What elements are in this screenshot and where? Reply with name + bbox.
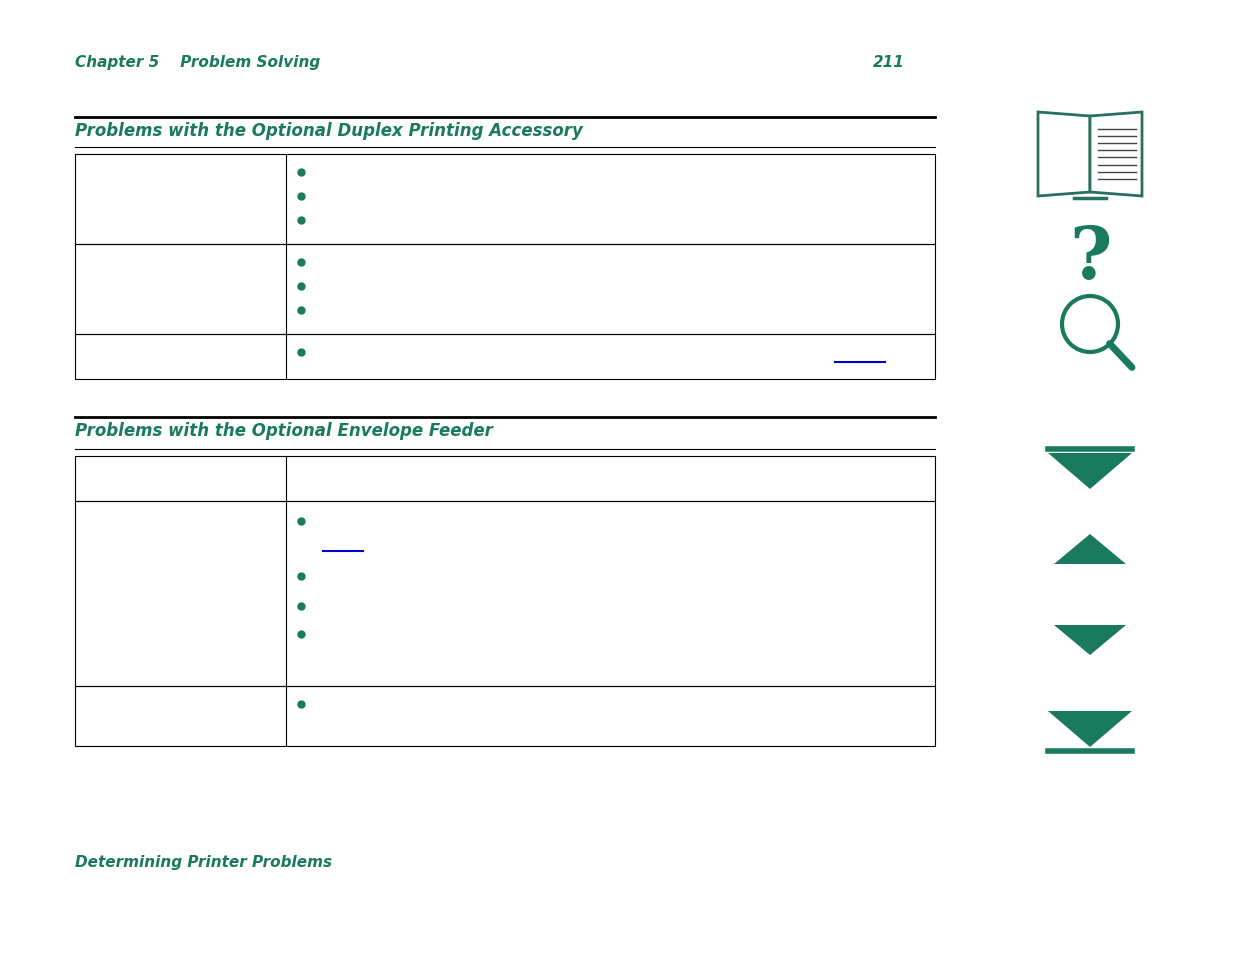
Polygon shape (1091, 112, 1142, 196)
Text: Determining Printer Problems: Determining Printer Problems (75, 854, 332, 869)
Text: 211: 211 (873, 55, 905, 70)
Text: Problems with the Optional Envelope Feeder: Problems with the Optional Envelope Feed… (75, 421, 493, 439)
Polygon shape (1053, 535, 1126, 564)
Bar (75, 501, 935, 686)
Bar (75, 686, 935, 746)
Polygon shape (1049, 711, 1132, 747)
Polygon shape (1053, 625, 1126, 656)
Bar (75, 245, 935, 335)
Bar (75, 335, 935, 379)
Bar (75, 456, 935, 501)
Bar (75, 154, 935, 245)
Text: Chapter 5    Problem Solving: Chapter 5 Problem Solving (75, 55, 320, 70)
Polygon shape (1037, 112, 1091, 196)
Polygon shape (1049, 454, 1132, 490)
Text: Problems with the Optional Duplex Printing Accessory: Problems with the Optional Duplex Printi… (75, 122, 583, 140)
Text: ?: ? (1068, 222, 1112, 294)
